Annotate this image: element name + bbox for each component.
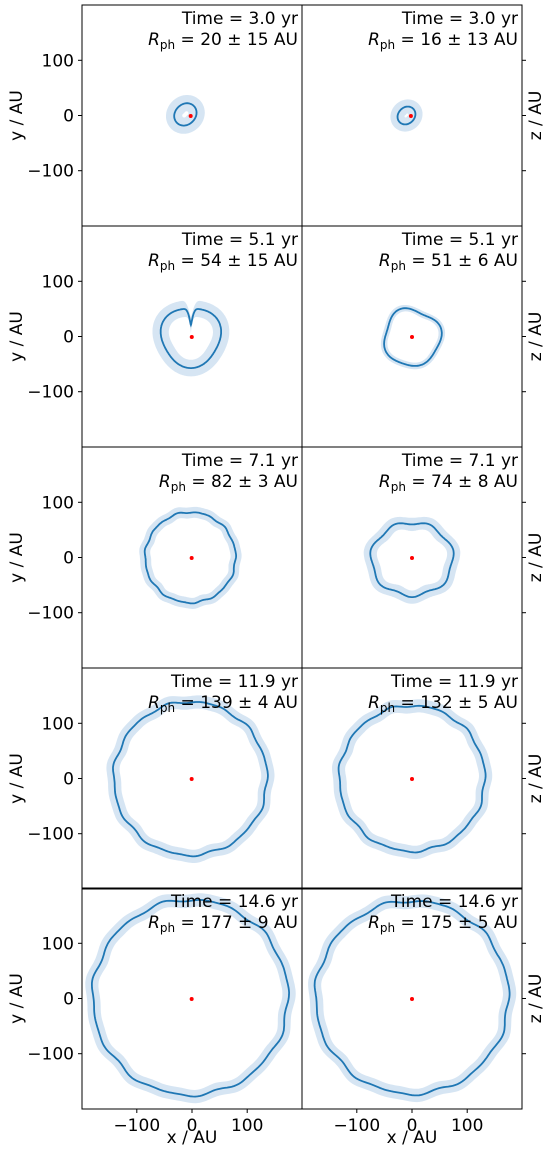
star-marker [189, 556, 194, 560]
x-tick-label: 100 [231, 1116, 263, 1136]
plot-area [380, 305, 446, 370]
plot-area [139, 506, 242, 609]
plot-area [85, 893, 296, 1104]
photosphere-line [337, 704, 487, 854]
x-axis-label: x / AU [387, 1128, 438, 1148]
plot-area [308, 894, 517, 1103]
plot-area [390, 99, 423, 132]
x-tick-label: −100 [113, 1116, 160, 1136]
z-axis-label: z / AU [526, 91, 546, 141]
y-tick-label: 0 [63, 549, 74, 569]
y-axis-label: y / AU [7, 90, 27, 141]
x-tick-label: 100 [451, 1116, 483, 1136]
photosphere-line [112, 701, 269, 858]
time-label: Time = 5.1 yr [401, 230, 518, 250]
y-tick-label: −100 [27, 604, 74, 624]
star-marker [410, 777, 414, 781]
star-marker [188, 114, 193, 118]
star-marker [189, 777, 194, 781]
star-marker [410, 335, 414, 339]
rph-label: Rph = 20 ± 15 AU [148, 30, 298, 52]
time-label: Time = 14.6 yr [170, 892, 298, 912]
photosphere-line [173, 102, 198, 127]
uncertainty-band [390, 99, 423, 132]
photosphere-line [383, 307, 443, 367]
time-label: Time = 5.1 yr [181, 230, 298, 250]
plot-area [152, 300, 230, 377]
uncertainty-band [166, 95, 205, 134]
y-axis-label: y / AU [7, 753, 27, 804]
z-axis-label: z / AU [526, 312, 546, 362]
rph-label: Rph = 132 ± 5 AU [368, 693, 518, 715]
y-tick-label: 100 [42, 493, 74, 513]
star-marker [410, 556, 414, 560]
z-axis-label: z / AU [526, 533, 546, 583]
y-tick-label: 100 [42, 934, 74, 954]
rph-label: Rph = 175 ± 5 AU [368, 913, 518, 935]
y-tick-label: 0 [63, 107, 74, 127]
rph-label: Rph = 74 ± 8 AU [379, 472, 518, 494]
star-marker [189, 997, 194, 1001]
plot-area [363, 516, 461, 604]
y-tick-label: 0 [63, 328, 74, 348]
rph-label: Rph = 54 ± 15 AU [148, 251, 298, 273]
time-label: Time = 7.1 yr [181, 451, 298, 471]
rph-label: Rph = 16 ± 13 AU [368, 30, 518, 52]
time-label: Time = 11.9 yr [390, 672, 518, 692]
y-tick-label: −100 [27, 825, 74, 845]
photosphere-line [143, 511, 237, 605]
axis-labels: x / AU x / AU [167, 1128, 438, 1148]
photosphere-line [396, 105, 417, 126]
uncertainty-band [363, 516, 461, 604]
photosphere-line [159, 308, 222, 369]
y-tick-label: −100 [27, 1045, 74, 1065]
y-axis-label: y / AU [7, 532, 27, 583]
rph-label: Rph = 51 ± 6 AU [379, 251, 518, 273]
y-tick-label: 100 [42, 272, 74, 292]
plot-area [166, 95, 205, 134]
photosphere-line [313, 900, 511, 1097]
plot-area [106, 695, 275, 863]
y-tick-label: −100 [27, 162, 74, 182]
rph-label: Rph = 139 ± 4 AU [148, 693, 298, 715]
photosphere-line [91, 898, 291, 1098]
x-axis-label: x / AU [167, 1128, 218, 1148]
z-axis-label: z / AU [526, 754, 546, 804]
y-tick-label: 0 [63, 990, 74, 1010]
y-tick-label: 0 [63, 770, 74, 790]
y-axis-label: y / AU [7, 311, 27, 362]
y-tick-label: 100 [42, 714, 74, 734]
time-label: Time = 3.0 yr [181, 9, 298, 29]
x-tick-label: −100 [333, 1116, 380, 1136]
time-label: Time = 7.1 yr [401, 451, 518, 471]
time-label: Time = 3.0 yr [401, 9, 518, 29]
y-tick-label: −100 [27, 383, 74, 403]
y-tick-label: 100 [42, 51, 74, 71]
y-axis-label: y / AU [7, 973, 27, 1024]
x-tick-label: 0 [187, 1116, 198, 1136]
photosphere-line [369, 522, 455, 598]
plot-area [332, 699, 493, 860]
rph-label: Rph = 82 ± 3 AU [159, 472, 298, 494]
x-tick-label: 0 [407, 1116, 418, 1136]
star-marker [410, 997, 414, 1001]
rph-label: Rph = 177 ± 9 AU [148, 913, 298, 935]
star-marker [408, 114, 413, 118]
time-label: Time = 14.6 yr [390, 892, 518, 912]
z-axis-label: z / AU [526, 974, 546, 1024]
star-marker [189, 335, 194, 339]
time-label: Time = 11.9 yr [170, 672, 298, 692]
